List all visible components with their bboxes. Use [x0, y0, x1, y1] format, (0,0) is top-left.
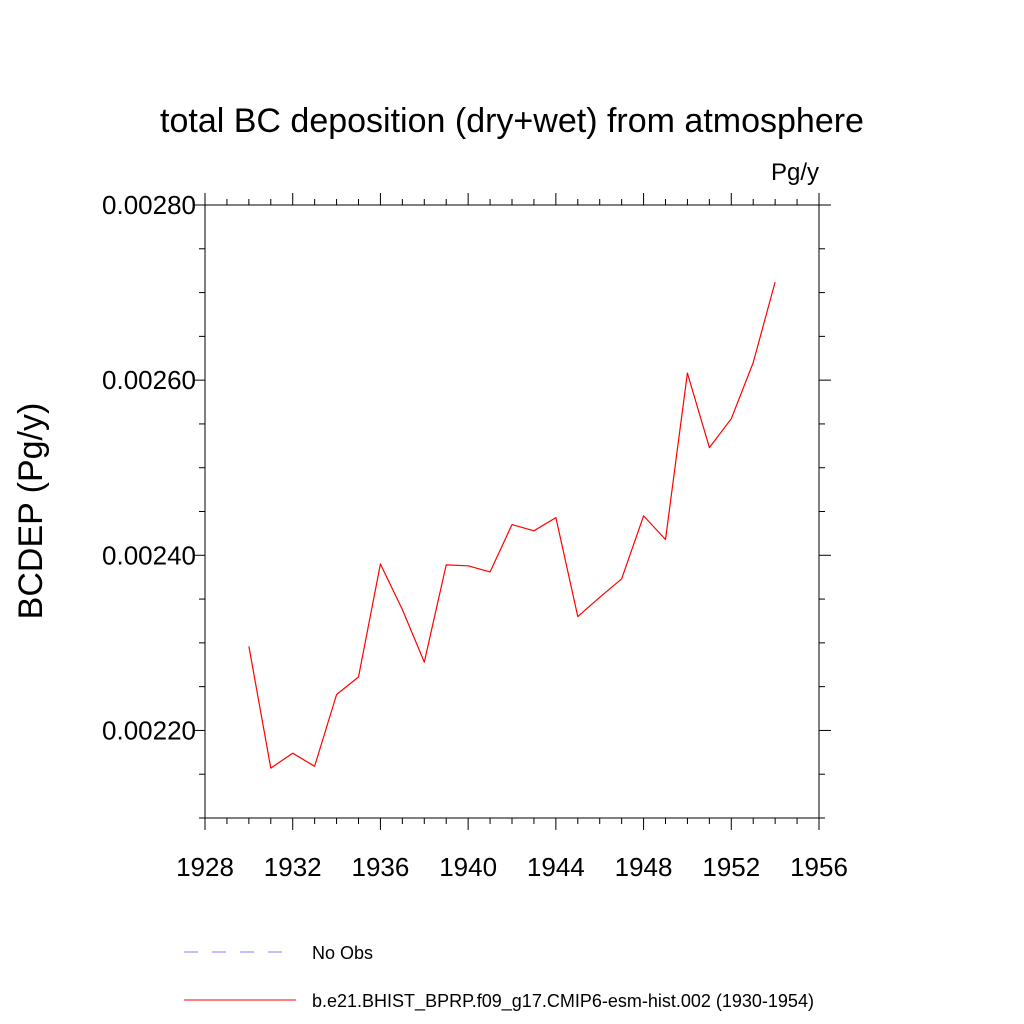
y-tick-label: 0.00260	[102, 365, 196, 395]
series-layer	[248, 281, 776, 769]
x-tick-label: 1944	[527, 852, 585, 882]
x-axis: 1928 1932 1936 1940 1944 1948 1952 1956	[176, 193, 848, 882]
x-tick-label: 1952	[702, 852, 760, 882]
series-line	[248, 281, 776, 769]
x-tick-label: 1936	[352, 852, 410, 882]
y-axis: 0.00220 0.00240 0.00260 0.00280	[102, 190, 831, 819]
y-tick-label: 0.00220	[102, 715, 196, 745]
legend-label-model: b.e21.BHIST_BPRP.f09_g17.CMIP6-esm-hist.…	[312, 991, 814, 1012]
legend: No Obs b.e21.BHIST_BPRP.f09_g17.CMIP6-es…	[184, 943, 814, 1012]
y-tick-label: 0.00240	[102, 540, 196, 570]
x-tick-label: 1956	[790, 852, 848, 882]
chart-title: total BC deposition (dry+wet) from atmos…	[160, 102, 864, 140]
y-tick-label: 0.00280	[102, 190, 196, 220]
x-tick-label: 1940	[439, 852, 497, 882]
legend-label-no-obs: No Obs	[312, 943, 373, 963]
units-label: Pg/y	[771, 159, 819, 186]
plot-frame	[204, 204, 820, 819]
x-tick-label: 1948	[615, 852, 673, 882]
x-tick-label: 1928	[176, 852, 234, 882]
x-tick-label: 1932	[264, 852, 322, 882]
y-axis-label: BCDEP (Pg/y)	[12, 403, 50, 620]
